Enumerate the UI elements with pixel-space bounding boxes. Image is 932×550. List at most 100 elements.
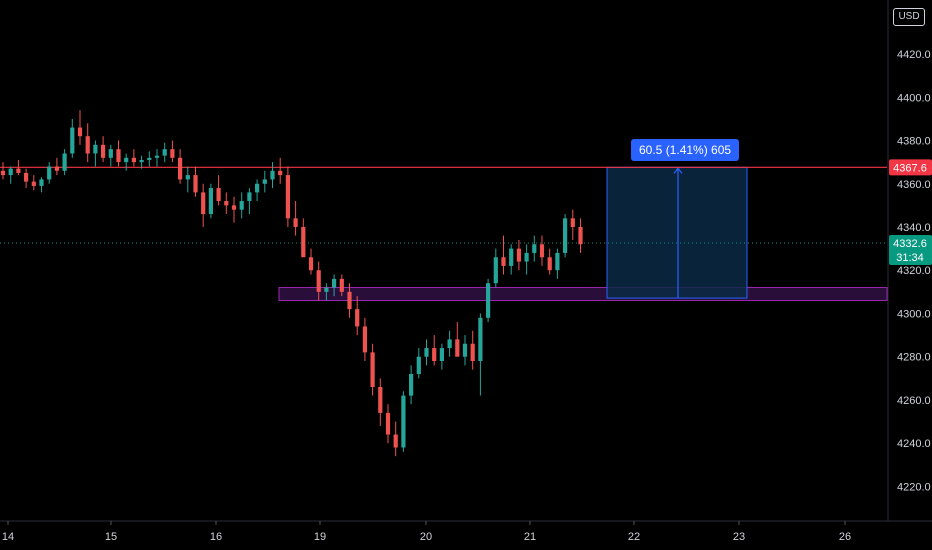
candle-up — [247, 192, 252, 202]
candle-down — [570, 218, 575, 227]
candle-up — [124, 157, 129, 163]
candle-down — [362, 326, 367, 353]
x-tick-label: 16 — [210, 531, 222, 543]
measure-range-box — [606, 166, 748, 299]
candle-down — [293, 218, 298, 227]
y-tick-label: 4320.0 — [897, 265, 931, 277]
candle-down — [347, 291, 352, 310]
candle-up — [154, 155, 160, 158]
candle-down — [455, 339, 460, 357]
candle-up — [108, 149, 113, 158]
candle-up — [270, 170, 275, 180]
resistance-price-badge — [889, 159, 932, 176]
candle-up — [416, 356, 421, 374]
measure-arrow-head — [673, 167, 683, 174]
candle-up — [147, 157, 152, 160]
candle-down — [378, 386, 383, 413]
last-price-text: 4332.6 — [893, 238, 927, 250]
resistance-price-text: 4367.6 — [893, 162, 927, 174]
candle-down — [224, 201, 229, 206]
candle-down — [193, 175, 198, 193]
measure-tool-label: 60.5 (1.41%) 605 — [631, 139, 740, 161]
candle-up — [8, 168, 13, 176]
candle-up — [185, 175, 190, 180]
candle-up — [70, 127, 75, 154]
candle-down — [24, 172, 29, 182]
candle-up — [139, 159, 144, 163]
candle-down — [231, 205, 237, 210]
price-axis — [888, 0, 932, 550]
candle-up — [39, 179, 44, 186]
candle-up — [424, 348, 429, 357]
candle-down — [539, 244, 545, 258]
candlestick-series — [0, 110, 583, 457]
currency-selector-button[interactable]: USD — [893, 8, 925, 26]
x-tick-label: 26 — [839, 531, 851, 543]
candle-down — [393, 434, 398, 448]
candle-up — [162, 149, 167, 156]
candle-up — [439, 348, 444, 362]
candle-down — [170, 149, 175, 158]
y-tick-label: 4240.0 — [897, 438, 931, 450]
candle-down — [547, 257, 552, 271]
y-tick-label: 4260.0 — [897, 395, 931, 407]
last-price-badge — [889, 234, 932, 265]
y-tick-label: 4360.0 — [897, 179, 931, 191]
candle-up — [62, 153, 67, 171]
candle-up — [555, 252, 560, 271]
candle-countdown-text: 31:34 — [896, 252, 924, 264]
candle-up — [493, 257, 498, 284]
candle-up — [47, 166, 52, 180]
candle-up — [401, 395, 406, 448]
y-tick-label: 4340.0 — [897, 222, 931, 234]
candle-down — [101, 144, 106, 158]
y-tick-label: 4380.0 — [897, 136, 931, 148]
y-tick-label: 4420.0 — [897, 49, 931, 61]
candle-down — [85, 136, 90, 154]
candle-down — [285, 175, 290, 219]
candle-down — [370, 352, 375, 387]
candle-down — [216, 188, 221, 202]
candle-up — [563, 218, 568, 253]
candle-down — [339, 278, 344, 292]
candle-up — [262, 179, 267, 184]
chart-annotations — [0, 166, 888, 301]
x-tick-label: 23 — [733, 531, 745, 543]
candle-up — [509, 248, 514, 266]
candle-up — [409, 373, 414, 396]
candle-down — [385, 412, 391, 435]
candle-up — [486, 283, 491, 318]
candle-down — [355, 309, 360, 327]
x-tick-label: 22 — [628, 531, 640, 543]
candle-up — [239, 201, 244, 210]
candle-down — [31, 181, 36, 186]
demand-zone-rectangle — [278, 287, 888, 301]
y-tick-label: 4220.0 — [897, 481, 931, 493]
candle-down — [516, 248, 521, 262]
candle-down — [201, 192, 206, 215]
x-tick-label: 21 — [524, 531, 536, 543]
candle-down — [578, 226, 583, 245]
candle-up — [324, 287, 329, 292]
x-tick-label: 19 — [314, 531, 326, 543]
y-tick-label: 4280.0 — [897, 352, 931, 364]
x-tick-label: 14 — [2, 531, 14, 543]
y-tick-label: 4400.0 — [897, 92, 931, 104]
candle-down — [77, 127, 83, 137]
candle-up — [255, 183, 260, 193]
candle-down — [470, 343, 475, 362]
candle-up — [93, 144, 98, 154]
candle-up — [208, 188, 213, 215]
candle-down — [116, 149, 121, 163]
candle-up — [478, 317, 483, 362]
candle-down — [308, 257, 314, 271]
x-tick-label: 20 — [420, 531, 432, 543]
y-tick-label: 4300.0 — [897, 308, 931, 320]
candle-up — [447, 339, 452, 349]
candle-down — [16, 168, 21, 173]
candle-down — [316, 270, 321, 292]
candle-up — [332, 278, 337, 288]
candle-down — [501, 257, 506, 266]
